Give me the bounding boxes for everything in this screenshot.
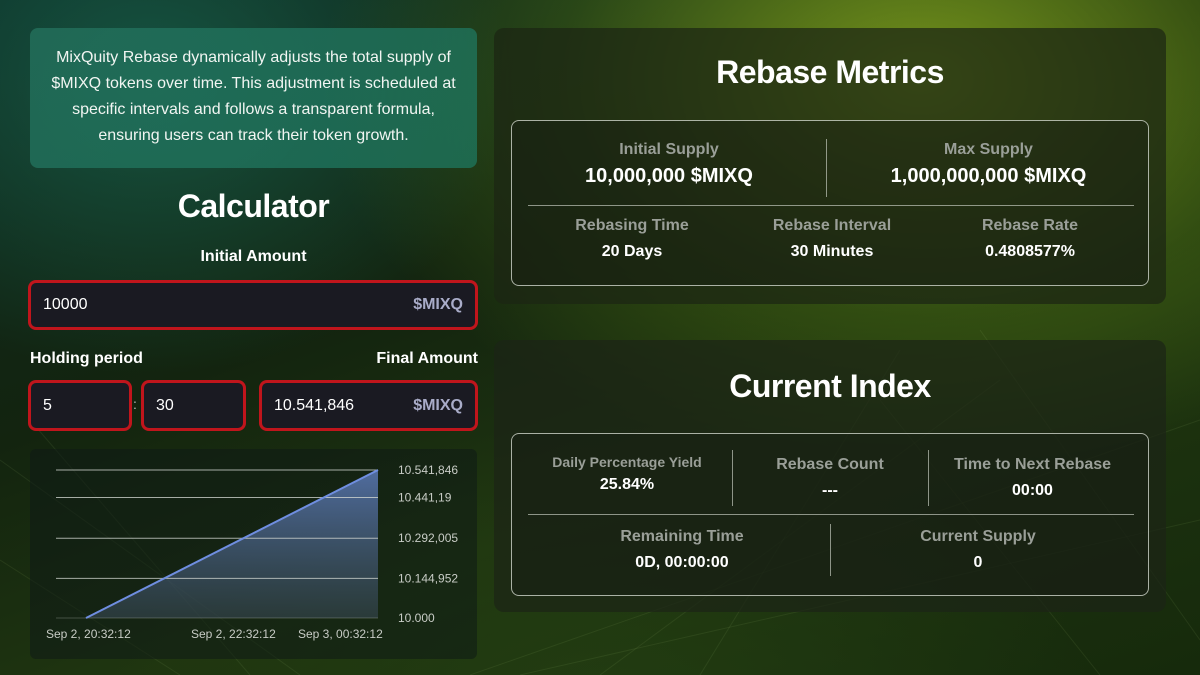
next-rebase-label: Time to Next Rebase (953, 456, 1112, 473)
chart-series-line (85, 469, 379, 619)
dpy-cell: Daily Percentage Yield 25.84% (522, 454, 732, 494)
holding-minutes-input[interactable]: 30 (141, 380, 246, 431)
calculator-title: Calculator (177, 188, 330, 224)
divider (732, 450, 733, 506)
rebase-count-value: --- (822, 482, 838, 499)
rebase-rate-label: Rebase Rate (981, 217, 1079, 234)
initial-supply-cell: Initial Supply 10,000,000 $MIXQ (512, 141, 826, 188)
final-amount-field: 10.541,846 $MIXQ (259, 380, 478, 431)
holding-separator: : (133, 396, 137, 412)
initial-supply-value: 10,000,000 $MIXQ (585, 165, 753, 187)
rebasing-time-label: Rebasing Time (575, 217, 689, 234)
current-index-title: Current Index (729, 368, 931, 404)
max-supply-cell: Max Supply 1,000,000,000 $MIXQ (827, 141, 1150, 188)
next-rebase-value: 00:00 (1012, 482, 1053, 499)
rebase-metrics-panel: Rebase Metrics Initial Supply 10,000,000… (494, 28, 1166, 304)
divider (528, 514, 1134, 515)
current-supply-value: 0 (973, 554, 983, 571)
remaining-time-label: Remaining Time (620, 528, 744, 545)
max-supply-value: 1,000,000,000 $MIXQ (890, 165, 1087, 187)
holding-days-value: 5 (43, 396, 52, 414)
holding-period-label: Holding period (30, 350, 143, 367)
rebase-count-cell: Rebase Count --- (733, 456, 927, 500)
chart-y-tick-label: 10.000 (398, 611, 435, 625)
remaining-time-cell: Remaining Time 0D, 00:00:00 (572, 528, 792, 572)
rebase-interval-label: Rebase Interval (772, 217, 892, 234)
divider (826, 139, 827, 197)
description-text: MixQuity Rebase dynamically adjusts the … (51, 49, 456, 144)
rebasing-time-value: 20 Days (601, 243, 663, 260)
holding-minutes-value: 30 (156, 396, 174, 414)
rebase-metrics-box: Initial Supply 10,000,000 $MIXQ Max Supp… (511, 120, 1149, 286)
chart-x-tick-label: Sep 2, 22:32:12 (191, 627, 276, 641)
rebase-count-label: Rebase Count (776, 456, 884, 473)
chart-y-tick-label: 10.144,952 (398, 571, 458, 585)
rebase-rate-cell: Rebase Rate 0.4808577% (920, 217, 1140, 261)
rebase-metrics-title: Rebase Metrics (716, 54, 944, 90)
growth-chart: 10.541,846 10.441,19 10.292,005 10.144,952 1… (30, 449, 477, 659)
current-supply-label: Current Supply (920, 528, 1036, 545)
divider (928, 450, 929, 506)
chart-x-tick-label: Sep 3, 00:32:12 (298, 627, 383, 641)
holding-days-input[interactable]: 5 (28, 380, 132, 431)
final-amount-unit: $MIXQ (413, 396, 463, 414)
rebase-interval-value: 30 Minutes (790, 243, 874, 260)
rebase-interval-cell: Rebase Interval 30 Minutes (722, 217, 942, 261)
dpy-value: 25.84% (599, 476, 655, 493)
current-index-box: Daily Percentage Yield 25.84% Rebase Cou… (511, 433, 1149, 596)
initial-amount-input[interactable]: 10000 $MIXQ (28, 280, 478, 330)
final-amount-value: 10.541,846 (274, 396, 355, 414)
current-index-panel: Current Index Daily Percentage Yield 25.… (494, 340, 1166, 612)
rebase-rate-value: 0.4808577% (985, 243, 1075, 260)
divider (528, 205, 1134, 206)
initial-amount-value: 10000 (43, 296, 88, 313)
chart-y-tick-label: 10.441,19 (398, 490, 452, 504)
next-rebase-cell: Time to Next Rebase 00:00 (929, 456, 1136, 500)
chart-x-tick-label: Sep 2, 20:32:12 (46, 627, 131, 641)
rebasing-time-cell: Rebasing Time 20 Days (522, 217, 742, 261)
growth-chart-svg: 10.541,846 10.441,19 10.292,005 10.144,952 1… (46, 463, 458, 641)
initial-amount-unit: $MIXQ (413, 296, 463, 313)
current-supply-cell: Current Supply 0 (868, 528, 1088, 572)
chart-y-tick-label: 10.541,846 (398, 463, 458, 477)
chart-y-tick-label: 10.292,005 (398, 531, 458, 545)
divider (830, 524, 831, 576)
max-supply-label: Max Supply (944, 141, 1033, 158)
description-box: MixQuity Rebase dynamically adjusts the … (30, 28, 477, 168)
remaining-time-value: 0D, 00:00:00 (635, 554, 729, 571)
dpy-label: Daily Percentage Yield (552, 454, 702, 470)
final-amount-label: Final Amount (376, 350, 478, 367)
initial-supply-label: Initial Supply (619, 141, 719, 158)
initial-amount-label: Initial Amount (200, 248, 307, 265)
